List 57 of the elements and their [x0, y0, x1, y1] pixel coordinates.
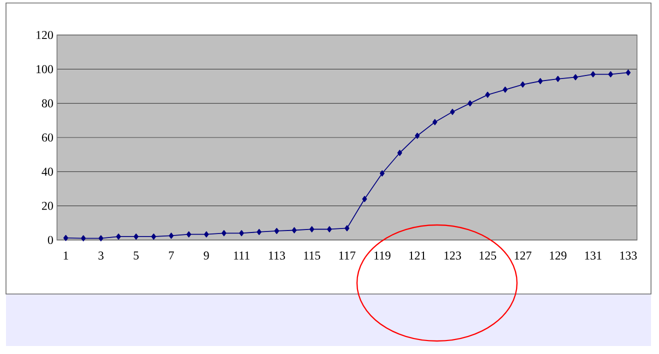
point — [485, 92, 490, 98]
y-tick-label: 20 — [42, 202, 54, 210]
point — [186, 231, 192, 238]
y-tick-label: 60 — [42, 133, 54, 142]
y-tick-label: 120 — [36, 30, 54, 40]
point — [204, 231, 209, 238]
x-tick-label: 9 — [204, 252, 209, 260]
x-tick-label: 129 — [550, 252, 566, 260]
x-tick-label: 111 — [234, 252, 250, 260]
point — [80, 235, 86, 242]
x-tick-label: 119 — [374, 252, 390, 260]
point — [432, 119, 438, 126]
point — [63, 234, 68, 241]
point — [274, 228, 280, 234]
x-tick-label: 125 — [480, 252, 496, 260]
x-tick-label: 5 — [134, 252, 139, 260]
point — [414, 132, 420, 139]
point — [573, 74, 578, 80]
point — [344, 225, 350, 232]
y-tick-label: 40 — [42, 168, 54, 176]
x-tick-label: 117 — [339, 252, 356, 260]
x-tick-label: 7 — [169, 252, 174, 260]
point — [608, 71, 614, 78]
point — [116, 234, 121, 240]
x-tick-label: 131 — [585, 252, 602, 260]
point — [309, 226, 314, 232]
point — [626, 70, 631, 76]
point — [151, 234, 156, 240]
point — [502, 86, 508, 93]
x-tick-label: 127 — [514, 252, 532, 260]
point — [450, 108, 455, 115]
point — [98, 235, 104, 242]
point — [556, 76, 560, 82]
point — [327, 226, 332, 232]
point — [520, 81, 526, 88]
point — [256, 228, 262, 236]
point — [239, 230, 244, 236]
x-tick-label: 121 — [409, 252, 426, 260]
point — [590, 71, 596, 78]
x-tick-label: 133 — [620, 252, 637, 260]
point — [362, 196, 367, 202]
x-tick-label: 123 — [444, 252, 461, 260]
point — [134, 234, 138, 240]
point — [222, 230, 226, 236]
point — [292, 227, 297, 234]
y-tick-label: 100 — [36, 65, 54, 74]
x-tick-label: 113 — [268, 252, 286, 260]
x-tick-label: 115 — [304, 252, 320, 260]
point — [380, 170, 385, 176]
point — [168, 232, 174, 239]
y-tick-label: 0 — [48, 236, 54, 244]
point — [468, 100, 472, 106]
x-tick-label: 1 — [64, 252, 68, 260]
point — [397, 150, 402, 156]
x-tick-label: 3 — [98, 252, 104, 260]
y-tick-label: 80 — [42, 99, 54, 108]
point — [538, 78, 543, 84]
